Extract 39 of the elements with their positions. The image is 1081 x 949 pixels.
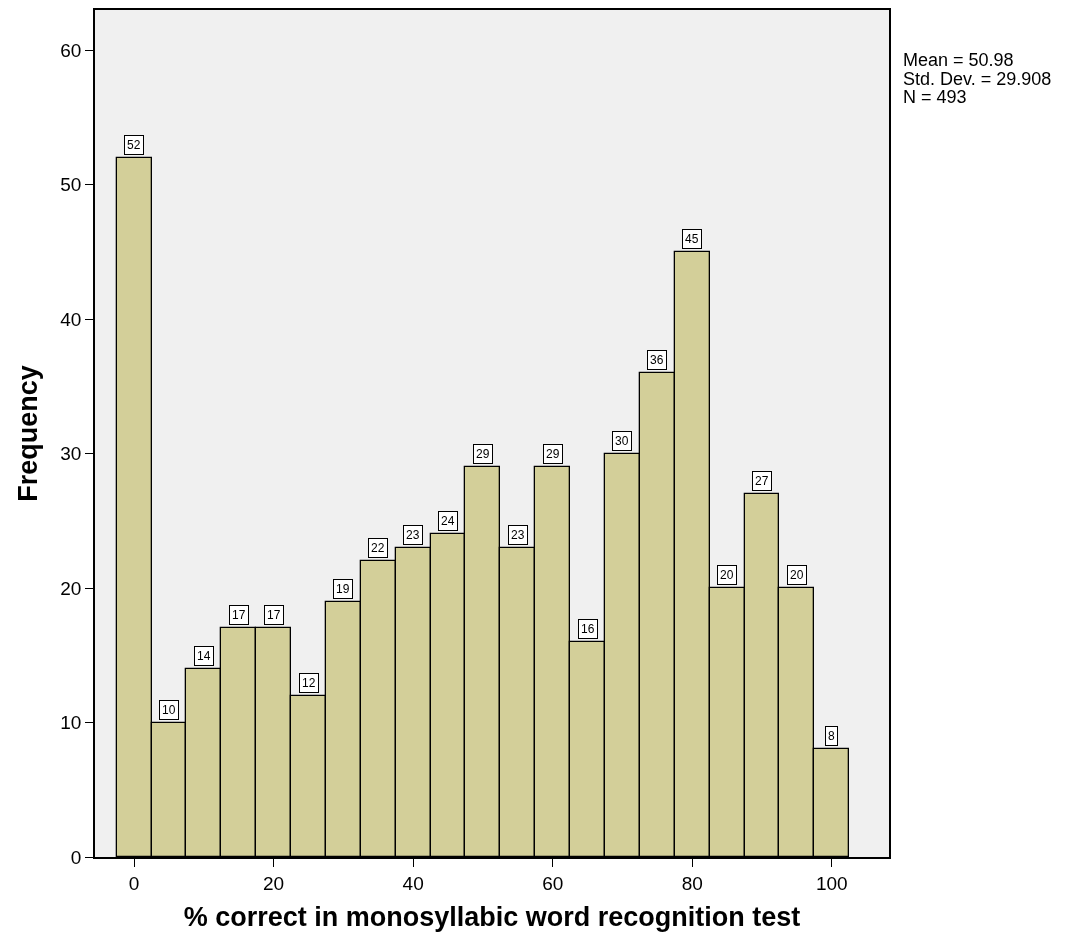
x-tick-label: 60 bbox=[542, 872, 564, 894]
data-label: 23 bbox=[511, 528, 525, 542]
data-label: 19 bbox=[336, 582, 350, 596]
x-tick-label: 0 bbox=[128, 872, 140, 894]
y-tick-label: 20 bbox=[60, 577, 82, 599]
data-label: 20 bbox=[720, 568, 734, 582]
text: Mean = 50.98 bbox=[903, 50, 1014, 70]
data-label: 17 bbox=[232, 608, 246, 622]
x-tick-label: 100 bbox=[815, 872, 848, 894]
x-tick-label: 80 bbox=[681, 872, 703, 894]
x-tick-label: 40 bbox=[402, 872, 424, 894]
data-label: 45 bbox=[685, 232, 699, 246]
data-label: 22 bbox=[371, 541, 385, 555]
data-label: 20 bbox=[790, 568, 804, 582]
text: Std. Dev. = 29.908 bbox=[903, 69, 1052, 89]
x-axis-title: % correct in monosyllabic word recognition test bbox=[183, 902, 801, 933]
text: N = 493 bbox=[903, 87, 967, 107]
y-axis-title: Frequency bbox=[12, 365, 43, 502]
data-label: 30 bbox=[615, 434, 629, 448]
y-tick-label: 30 bbox=[60, 443, 82, 465]
data-label: 29 bbox=[546, 447, 560, 461]
data-label: 36 bbox=[650, 353, 664, 367]
data-label: 52 bbox=[127, 138, 141, 152]
data-label: 10 bbox=[162, 703, 176, 717]
y-tick-label: 50 bbox=[60, 174, 82, 196]
x-tick-label: 20 bbox=[263, 872, 285, 894]
y-tick-label: 0 bbox=[70, 846, 82, 868]
data-label: 14 bbox=[197, 649, 211, 663]
y-tick-label: 60 bbox=[60, 39, 82, 61]
data-label: 17 bbox=[267, 608, 281, 622]
data-label: 16 bbox=[581, 622, 595, 636]
data-label: 12 bbox=[302, 676, 316, 690]
data-label: 29 bbox=[476, 447, 490, 461]
y-tick-label: 10 bbox=[60, 712, 82, 734]
y-tick-label: 40 bbox=[60, 308, 82, 330]
data-label: 23 bbox=[406, 528, 420, 542]
data-label: 8 bbox=[828, 729, 835, 743]
data-label: 24 bbox=[441, 514, 455, 528]
data-label: 27 bbox=[755, 474, 769, 488]
